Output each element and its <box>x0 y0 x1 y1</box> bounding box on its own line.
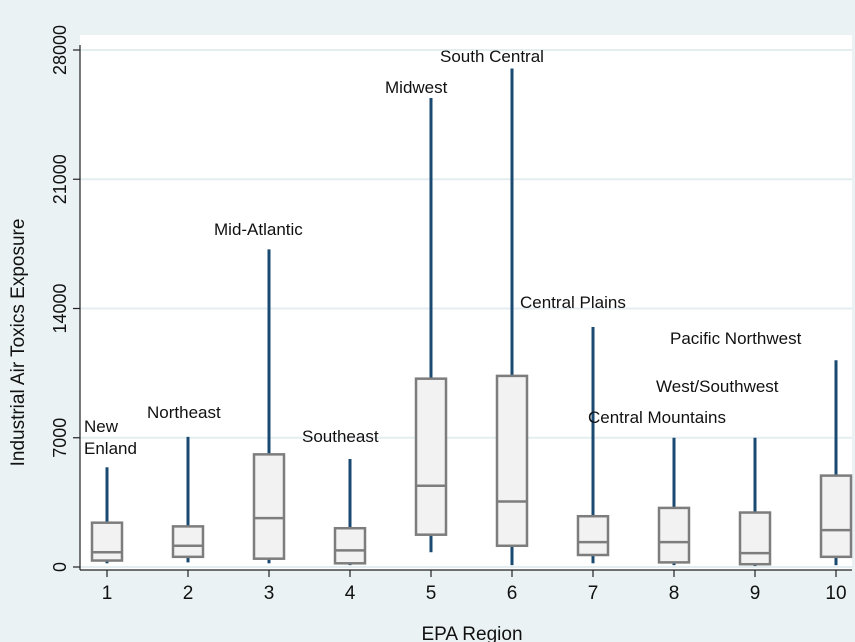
y-axis-title: Industrial Air Toxics Exposure <box>8 219 29 467</box>
region-label: New Enland <box>84 417 137 458</box>
box-region-7 <box>576 326 610 564</box>
x-axis-title: EPA Region <box>421 624 522 642</box>
x-axis-ticks: 1 2 3 4 5 6 7 8 9 10 <box>102 570 847 604</box>
region-label: Mid-Atlantic <box>214 220 303 239</box>
iqr-box <box>576 514 610 557</box>
x-tick-label: 9 <box>750 583 761 604</box>
x-tick-label: 5 <box>426 583 437 604</box>
x-tick-label: 6 <box>507 583 518 604</box>
x-tick-label: 8 <box>669 583 680 604</box>
box-region-6 <box>495 68 529 566</box>
region-label: Midwest <box>385 78 448 97</box>
box-region-9 <box>738 437 772 567</box>
box-region-10 <box>819 360 853 566</box>
region-labels: New Enland Northeast Mid-Atlantic Southeast M… <box>84 47 802 458</box>
y-tick-label: 7000 <box>50 418 70 458</box>
x-tick-label: 7 <box>588 583 599 604</box>
grid-lines <box>80 49 852 568</box>
x-tick-label: 3 <box>264 583 275 604</box>
region-label: Central Plains <box>520 293 626 312</box>
y-tick-label: 21000 <box>50 154 70 204</box>
x-tick-label: 1 <box>102 583 113 604</box>
iqr-box <box>657 506 691 564</box>
region-label: Central Mountains <box>588 408 726 427</box>
y-tick-label: 0 <box>50 562 70 572</box>
box-region-8 <box>657 437 691 566</box>
plot-area <box>80 35 852 570</box>
y-axis-ticks: 0 7000 14000 21000 28000 <box>50 25 80 572</box>
box-region-5 <box>414 98 448 553</box>
iqr-box <box>495 374 529 548</box>
iqr-box <box>171 525 205 559</box>
iqr-box <box>414 377 448 536</box>
iqr-box <box>252 453 286 560</box>
region-label: Pacific Northwest <box>670 329 802 348</box>
y-tick-label: 14000 <box>50 283 70 333</box>
x-tick-label: 2 <box>183 583 194 604</box>
iqr-box <box>90 521 124 562</box>
iqr-box <box>333 526 367 565</box>
region-label: South Central <box>440 47 544 66</box>
region-label: Southeast <box>302 427 379 446</box>
box-region-3 <box>252 249 286 564</box>
region-label: West/Southwest <box>656 377 779 396</box>
y-tick-label: 28000 <box>50 25 70 75</box>
x-tick-label: 10 <box>825 583 846 604</box>
iqr-box <box>738 511 772 566</box>
region-label: Northeast <box>147 403 221 422</box>
box-region-2 <box>171 436 205 563</box>
box-region-4 <box>333 458 367 566</box>
x-tick-label: 4 <box>345 583 356 604</box>
iqr-box <box>819 474 853 559</box>
box-series <box>90 68 853 567</box>
box-region-1 <box>90 467 124 564</box>
